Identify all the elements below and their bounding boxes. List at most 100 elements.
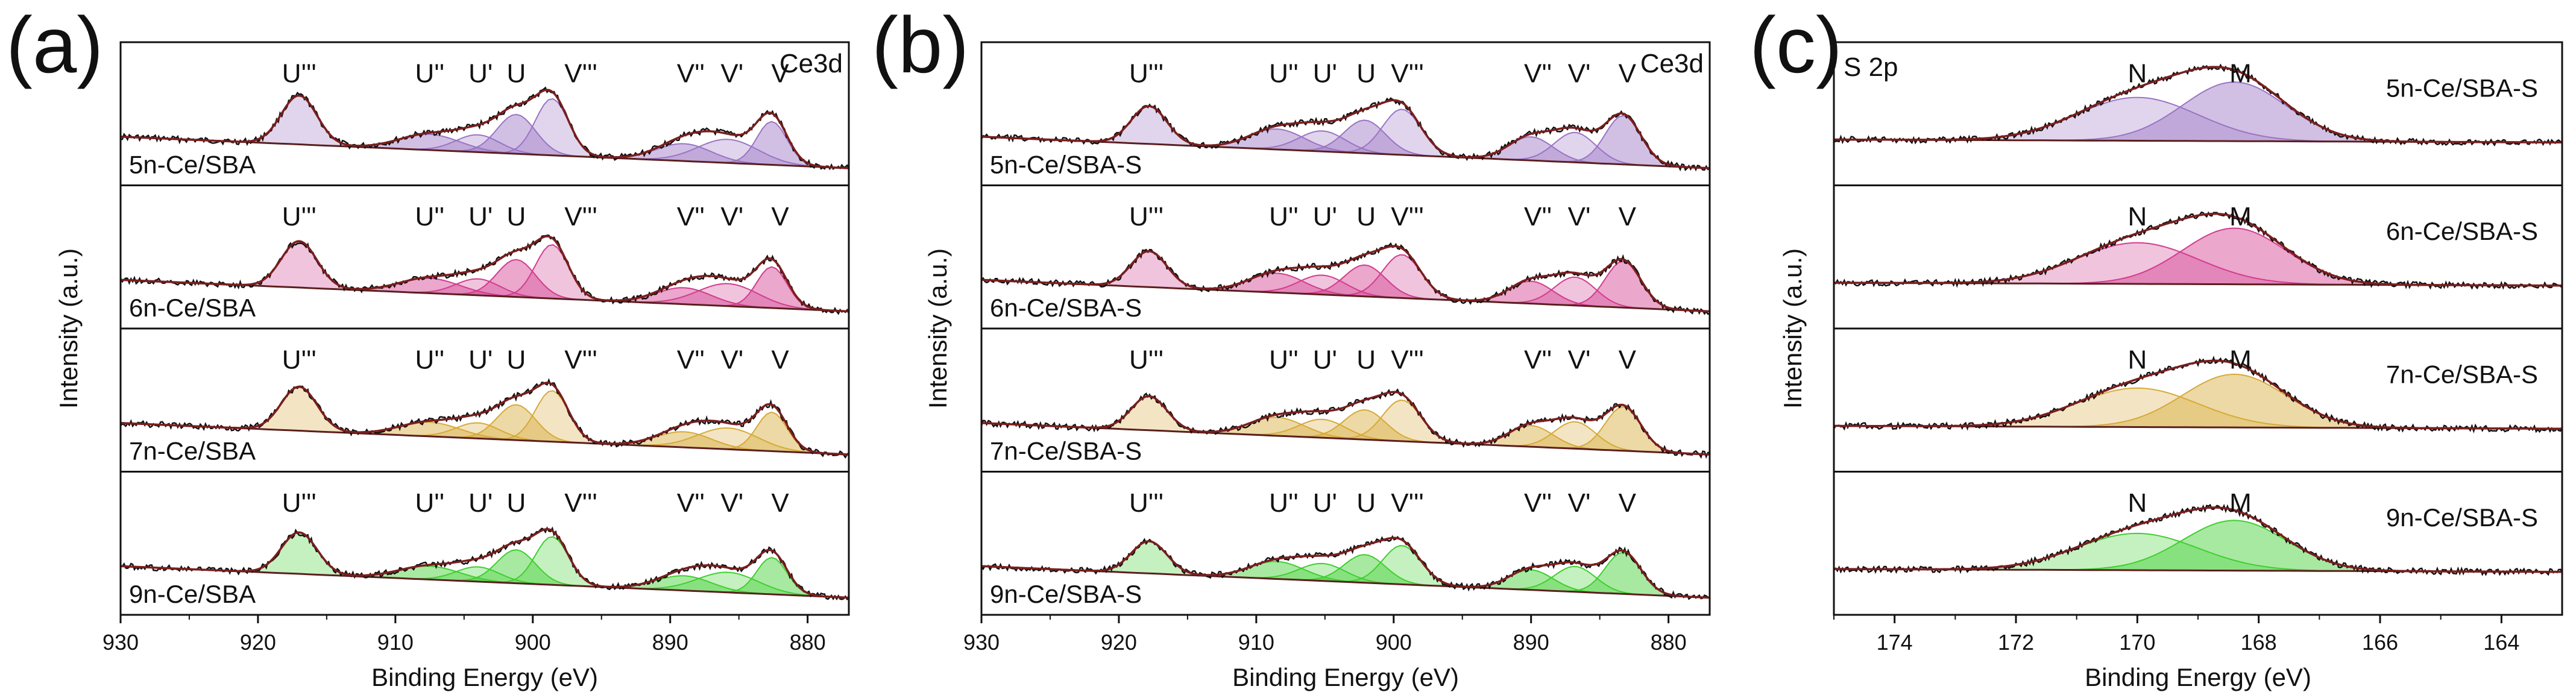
panel-b: (b)5n-Ce/SBA-SU''' U'' U' U V''' V'' V' V Ce3d6n… bbox=[872, 1, 1711, 691]
peak-label-b-4-6: V'' bbox=[1524, 488, 1552, 518]
sample-label-a-3: 7n-Ce/SBA bbox=[129, 437, 256, 465]
x-tick-label-b-3: 910 bbox=[1238, 630, 1274, 655]
raw-spectrum-c-4 bbox=[1833, 503, 2563, 576]
subplot-c-1: 5n-Ce/SBA-S N M S 2p bbox=[1833, 41, 2563, 186]
corner-label-c: S 2p bbox=[1844, 52, 1898, 82]
subplot-frame-b-4 bbox=[980, 471, 1711, 616]
corner-label-a: Ce3d bbox=[779, 49, 843, 78]
peak-label-c-1-2: M bbox=[2229, 59, 2252, 89]
peak-label-b-1-6: V'' bbox=[1524, 59, 1552, 89]
fitted-envelope-b-4 bbox=[981, 536, 1710, 599]
peak-label-b-3-8: V bbox=[1619, 345, 1637, 375]
fitted-envelope-c-4 bbox=[1834, 506, 2562, 573]
peak-label-c-2-2: M bbox=[2229, 202, 2252, 231]
panel-label-c: (c) bbox=[1749, 1, 1842, 89]
sample-label-b-3: 7n-Ce/SBA-S bbox=[990, 437, 1142, 465]
y-axis-title-c: Intensity (a.u.) bbox=[1778, 248, 1807, 409]
x-tick-label-c-3: 170 bbox=[2119, 630, 2155, 655]
peak-label-b-4-7: V' bbox=[1568, 488, 1591, 518]
raw-spectrum-a-3 bbox=[120, 378, 849, 459]
y-axis-title-b: Intensity (a.u.) bbox=[924, 248, 952, 409]
fitted-envelope-c-3 bbox=[1834, 359, 2562, 430]
x-tick-label-a-5: 890 bbox=[652, 630, 688, 655]
fitted-envelope-b-3 bbox=[981, 391, 1710, 456]
peak-label-b-4-5: V''' bbox=[1391, 488, 1424, 518]
peak-label-a-1-3: U' bbox=[468, 59, 493, 89]
peak-label-b-1-2: U'' bbox=[1269, 59, 1299, 89]
peak-label-a-2-7: V' bbox=[720, 202, 743, 231]
peak-label-a-4-6: V'' bbox=[677, 488, 705, 518]
peak-label-b-1-7: V' bbox=[1568, 59, 1591, 89]
peak-label-a-1-1: U''' bbox=[282, 59, 316, 89]
subplot-b-2: 6n-Ce/SBA-S U''' U'' U' U V''' V'' V' V bbox=[980, 184, 1711, 330]
peak-label-a-4-4: U bbox=[507, 488, 526, 518]
peak-label-b-4-2: U'' bbox=[1269, 488, 1299, 518]
peak-label-b-1-3: U' bbox=[1313, 59, 1337, 89]
peak-label-b-3-3: U' bbox=[1313, 345, 1337, 375]
peak-label-a-1-6: V'' bbox=[677, 59, 705, 89]
peak-label-a-4-2: U'' bbox=[415, 488, 445, 518]
peak-label-c-3-2: M bbox=[2229, 345, 2252, 375]
fitted-envelope-a-3 bbox=[120, 382, 849, 456]
peak-label-b-2-6: V'' bbox=[1524, 202, 1552, 231]
peak-label-c-4-1: N bbox=[2127, 488, 2147, 518]
x-axis-a: 930 920 910 900 890 880 bbox=[102, 615, 826, 655]
peak-label-a-3-6: V'' bbox=[677, 345, 705, 375]
fitted-envelope-a-1 bbox=[120, 89, 849, 169]
peak-label-b-4-1: U''' bbox=[1129, 488, 1164, 518]
fitted-envelope-b-2 bbox=[981, 245, 1710, 313]
x-axis-c: 174 172 170 168 166 164 bbox=[1833, 615, 2519, 655]
peak-label-a-1-5: V''' bbox=[564, 59, 597, 89]
x-tick-label-b-1: 930 bbox=[963, 630, 1000, 655]
subplot-b-3: 7n-Ce/SBA-S U''' U'' U' U V''' V'' V' V bbox=[980, 327, 1711, 473]
x-tick-label-a-3: 910 bbox=[377, 630, 414, 655]
peak-label-b-1-5: V''' bbox=[1391, 59, 1424, 89]
sample-label-b-2: 6n-Ce/SBA-S bbox=[990, 294, 1142, 322]
peak-label-a-2-2: U'' bbox=[415, 202, 445, 231]
peak-label-b-2-5: V''' bbox=[1391, 202, 1424, 231]
peak-label-c-1-1: N bbox=[2127, 59, 2147, 89]
x-tick-label-c-2: 172 bbox=[1998, 630, 2034, 655]
sample-label-c-1: 5n-Ce/SBA-S bbox=[2386, 74, 2538, 102]
sample-label-c-2: 6n-Ce/SBA-S bbox=[2386, 217, 2538, 245]
peak-label-a-1-2: U'' bbox=[415, 59, 445, 89]
background-line-b-2 bbox=[981, 278, 1710, 312]
peak-label-a-2-8: V bbox=[771, 202, 789, 231]
sample-label-a-4: 9n-Ce/SBA bbox=[129, 580, 256, 608]
peak-label-b-3-6: V'' bbox=[1524, 345, 1552, 375]
x-tick-label-c-6: 164 bbox=[2483, 630, 2519, 655]
peak-label-b-1-8: V bbox=[1619, 59, 1637, 89]
subplot-a-2: 6n-Ce/SBA U''' U'' U' U V''' V'' V' V bbox=[119, 184, 850, 330]
x-tick-label-a-6: 880 bbox=[790, 630, 826, 655]
x-axis-title-a: Binding Energy (eV) bbox=[371, 663, 598, 691]
subplot-frame-a-4 bbox=[119, 471, 850, 616]
subplot-c-3: 7n-Ce/SBA-S N M bbox=[1833, 327, 2563, 473]
fitted-envelope-b-1 bbox=[981, 99, 1710, 169]
fitted-envelope-c-2 bbox=[1834, 212, 2562, 287]
peak-label-a-2-3: U' bbox=[468, 202, 493, 231]
peak-label-a-1-4: U bbox=[507, 59, 526, 89]
fitted-envelope-c-1 bbox=[1834, 66, 2562, 143]
peak-label-a-1-7: V' bbox=[720, 59, 743, 89]
x-axis-title-c: Binding Energy (eV) bbox=[2085, 663, 2311, 691]
subplot-b-1: 5n-Ce/SBA-S U''' U'' U' U V''' V'' V' V Ce3d bbox=[980, 41, 1711, 186]
peak-label-a-3-5: V''' bbox=[564, 345, 597, 375]
sample-label-c-3: 7n-Ce/SBA-S bbox=[2386, 360, 2538, 388]
peak-label-a-2-4: U bbox=[507, 202, 526, 231]
subplot-b-4: 9n-Ce/SBA-S U''' U'' U' U V''' V'' V' V bbox=[980, 471, 1711, 616]
subplot-a-4: 9n-Ce/SBA U''' U'' U' U V''' V'' V' V bbox=[119, 471, 850, 616]
panel-label-a: (a) bbox=[6, 1, 103, 89]
peak-label-b-2-4: U bbox=[1356, 202, 1376, 231]
sample-label-a-2: 6n-Ce/SBA bbox=[129, 294, 256, 322]
subplot-c-4: 9n-Ce/SBA-S N M bbox=[1833, 471, 2563, 616]
peak-label-a-4-3: U' bbox=[468, 488, 493, 518]
peak-label-a-3-8: V bbox=[771, 345, 789, 375]
peak-label-a-4-5: V''' bbox=[564, 488, 597, 518]
peak-label-a-4-8: V bbox=[771, 488, 789, 518]
x-tick-label-c-5: 166 bbox=[2362, 630, 2398, 655]
x-axis-b: 930 920 910 900 890 880 bbox=[963, 615, 1687, 655]
x-tick-label-b-2: 920 bbox=[1101, 630, 1137, 655]
peak-label-a-2-1: U''' bbox=[282, 202, 316, 231]
